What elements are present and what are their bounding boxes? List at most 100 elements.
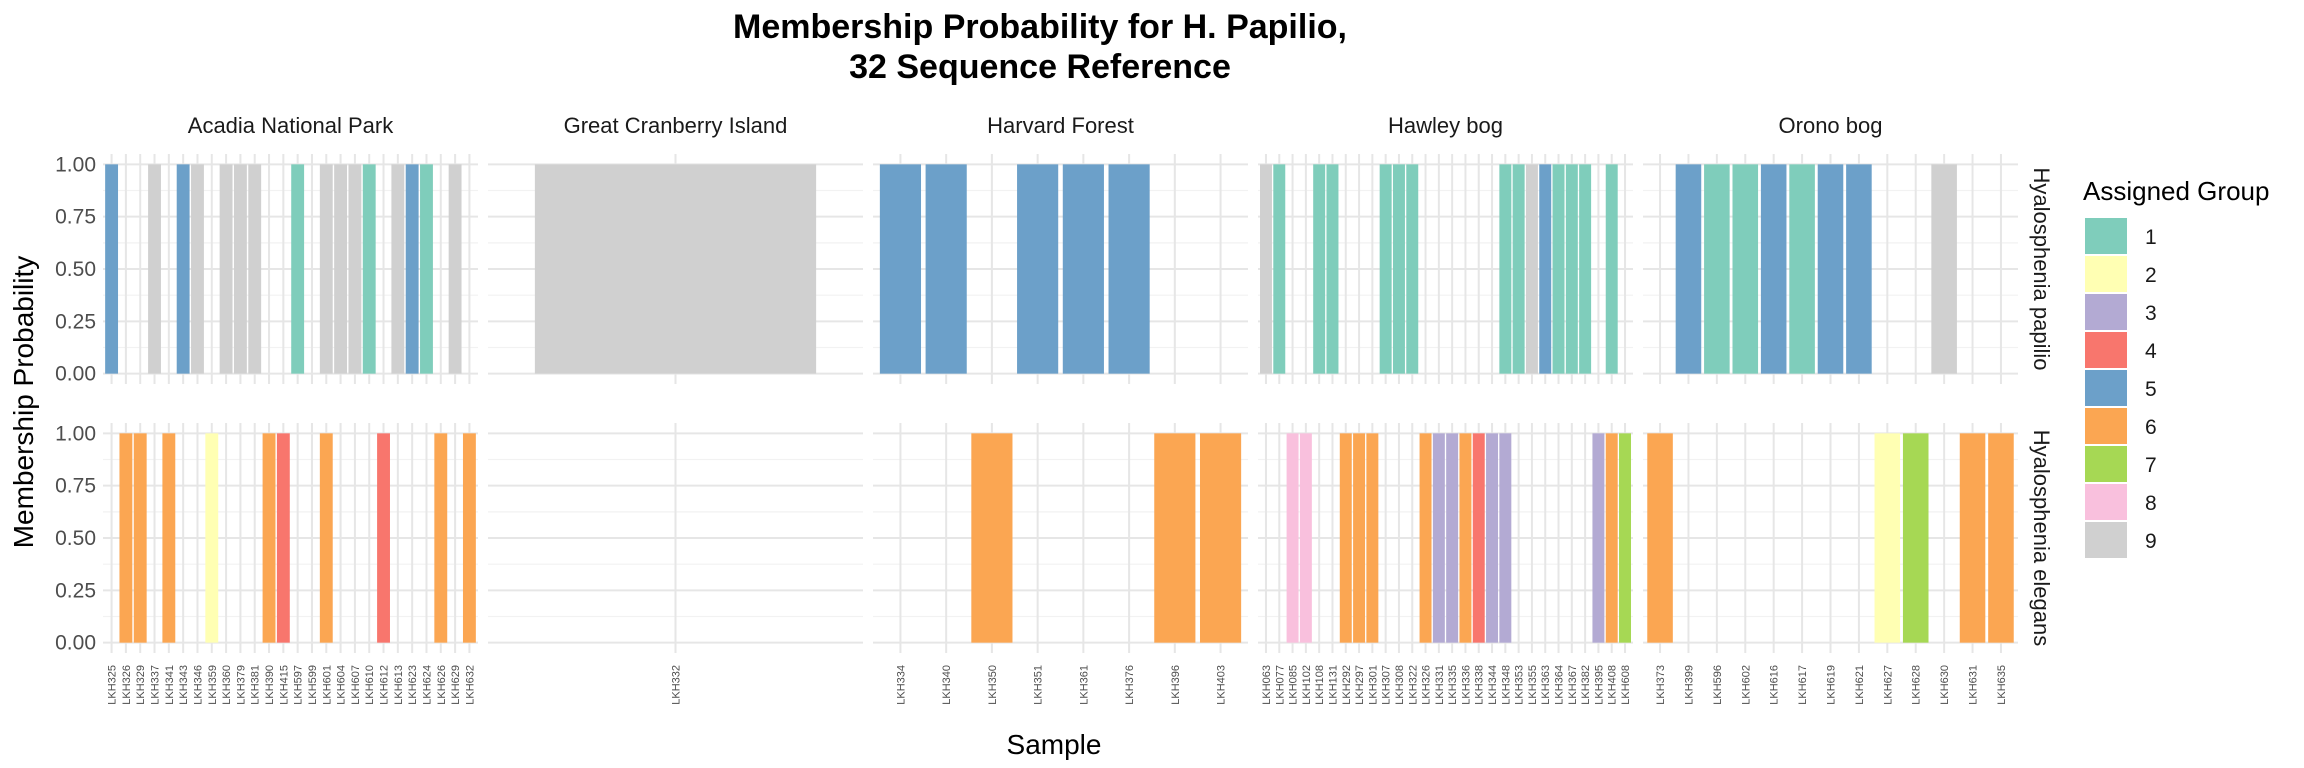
y-tick-label: 0.75 <box>55 475 96 498</box>
bar-LKH395 <box>1592 433 1605 643</box>
legend-swatch-5 <box>2085 370 2127 406</box>
bar-LKH403 <box>1199 433 1242 643</box>
bar-LKH353 <box>1512 164 1525 374</box>
facet-panel <box>103 423 478 653</box>
x-tick-label: LKH292 <box>1341 665 1353 705</box>
x-tick-label: LKH085 <box>1288 665 1300 705</box>
x-tick-label: LKH353 <box>1514 665 1526 705</box>
bar-LKH301 <box>1366 433 1379 643</box>
bar-LKH348 <box>1499 433 1512 643</box>
bar-LKH331 <box>1432 433 1445 643</box>
x-tick-label: LKH629 <box>450 665 462 705</box>
x-tick-label: LKH619 <box>1826 665 1838 705</box>
x-tick-label: LKH630 <box>1939 665 1951 705</box>
legend-swatch-9 <box>2085 522 2127 558</box>
bar-LKH367 <box>1565 164 1578 374</box>
bar-LKH408 <box>1605 164 1618 374</box>
x-tick-label: LKH623 <box>407 665 419 705</box>
x-tick-label: LKH322 <box>1407 665 1419 705</box>
bar-LKH326 <box>1419 433 1432 643</box>
bar-LKH363 <box>1539 164 1552 374</box>
bar-LKH334 <box>879 164 922 374</box>
x-tick-label: LKH344 <box>1487 665 1499 705</box>
bar-LKH355 <box>1525 164 1538 374</box>
legend-label-9: 9 <box>2145 530 2157 553</box>
bar-LKH297 <box>1353 433 1366 643</box>
legend-label-7: 7 <box>2145 454 2157 477</box>
x-tick-label: LKH396 <box>1170 665 1182 705</box>
legend-label-5: 5 <box>2145 378 2157 401</box>
x-tick-label: LKH077 <box>1274 665 1286 705</box>
bar-LKH627 <box>1874 433 1901 643</box>
y-tick-label: 1.00 <box>55 422 96 445</box>
bar-LKH063 <box>1259 164 1272 374</box>
facet-strip-label: Hawley bog <box>1388 113 1503 138</box>
facet-strip-label: Great Cranberry Island <box>564 113 788 138</box>
bar-LKH624 <box>420 164 433 374</box>
x-tick-label: LKH376 <box>1124 665 1136 705</box>
x-tick-label: LKH301 <box>1367 665 1379 705</box>
legend-swatch-4 <box>2085 332 2127 368</box>
x-tick-label: LKH635 <box>1996 665 2008 705</box>
x-tick-label: LKH329 <box>135 665 147 705</box>
x-tick-label: LKH613 <box>393 665 405 705</box>
x-tick-label: LKH063 <box>1261 665 1273 705</box>
x-tick-label: LKH631 <box>1968 665 1980 705</box>
x-tick-label: LKH361 <box>1078 665 1090 705</box>
legend-swatch-1 <box>2085 218 2127 254</box>
bar-LKH628 <box>1902 433 1929 643</box>
x-tick-label: LKH297 <box>1354 665 1366 705</box>
bar-LKH382 <box>1579 164 1592 374</box>
x-tick-label: LKH604 <box>336 665 348 705</box>
y-tick-label: 0.75 <box>55 206 96 229</box>
bar-LKH612 <box>377 433 390 643</box>
legend-label-1: 1 <box>2145 226 2157 249</box>
x-tick-label: LKH351 <box>1033 665 1045 705</box>
bar-LKH607 <box>348 164 362 374</box>
x-tick-label: LKH326 <box>121 665 133 705</box>
facet-panel <box>1643 423 2018 653</box>
bar-LKH408 <box>1605 433 1618 643</box>
chart-title-line-1: Membership Probability for H. Papilio, <box>733 8 1347 46</box>
x-tick-label: LKH348 <box>1500 665 1512 705</box>
x-tick-label: LKH626 <box>436 665 448 705</box>
row-strip-label: Hyalosphenia elegans <box>2029 430 2054 647</box>
bar-LKH359 <box>205 433 219 643</box>
x-tick-label: LKH608 <box>1620 665 1632 705</box>
y-tick-label: 0.25 <box>55 579 96 602</box>
bar-LKH292 <box>1339 433 1352 643</box>
x-axis-title: Sample <box>1007 729 1102 760</box>
facet-panel <box>103 154 478 384</box>
x-tick-label: LKH308 <box>1394 665 1406 705</box>
bar-LKH307 <box>1379 164 1392 374</box>
bar-LKH085 <box>1286 433 1299 643</box>
x-tick-label: LKH612 <box>379 665 391 705</box>
chart-title-line-2: 32 Sequence Reference <box>849 48 1231 86</box>
bar-LKH630 <box>1931 164 1957 374</box>
x-tick-label: LKH325 <box>107 665 119 705</box>
bar-LKH361 <box>1062 164 1104 374</box>
x-tick-label: LKH341 <box>164 665 176 705</box>
bar-LKH621 <box>1846 164 1872 374</box>
x-tick-label: LKH379 <box>235 665 247 705</box>
x-tick-label: LKH395 <box>1593 665 1605 705</box>
x-tick-label: LKH363 <box>1540 665 1552 705</box>
x-tick-label: LKH415 <box>278 665 290 705</box>
x-tick-label: LKH346 <box>192 665 204 705</box>
bar-LKH340 <box>925 164 967 374</box>
legend-label-2: 2 <box>2145 264 2157 287</box>
x-tick-label: LKH360 <box>221 665 233 705</box>
x-tick-label: LKH617 <box>1797 665 1809 705</box>
bar-LKH336 <box>1459 433 1472 643</box>
bar-LKH348 <box>1499 164 1512 374</box>
x-tick-label: LKH343 <box>178 665 190 705</box>
x-tick-label: LKH602 <box>1740 665 1752 705</box>
x-tick-label: LKH131 <box>1327 665 1339 705</box>
bar-LKH619 <box>1817 164 1844 374</box>
facet-panel <box>1643 154 2018 384</box>
x-tick-label: LKH367 <box>1567 665 1579 705</box>
bar-LKH346 <box>191 164 204 374</box>
x-tick-label: LKH607 <box>350 665 362 705</box>
bar-LKH596 <box>1704 164 1730 374</box>
bar-LKH325 <box>105 164 119 374</box>
